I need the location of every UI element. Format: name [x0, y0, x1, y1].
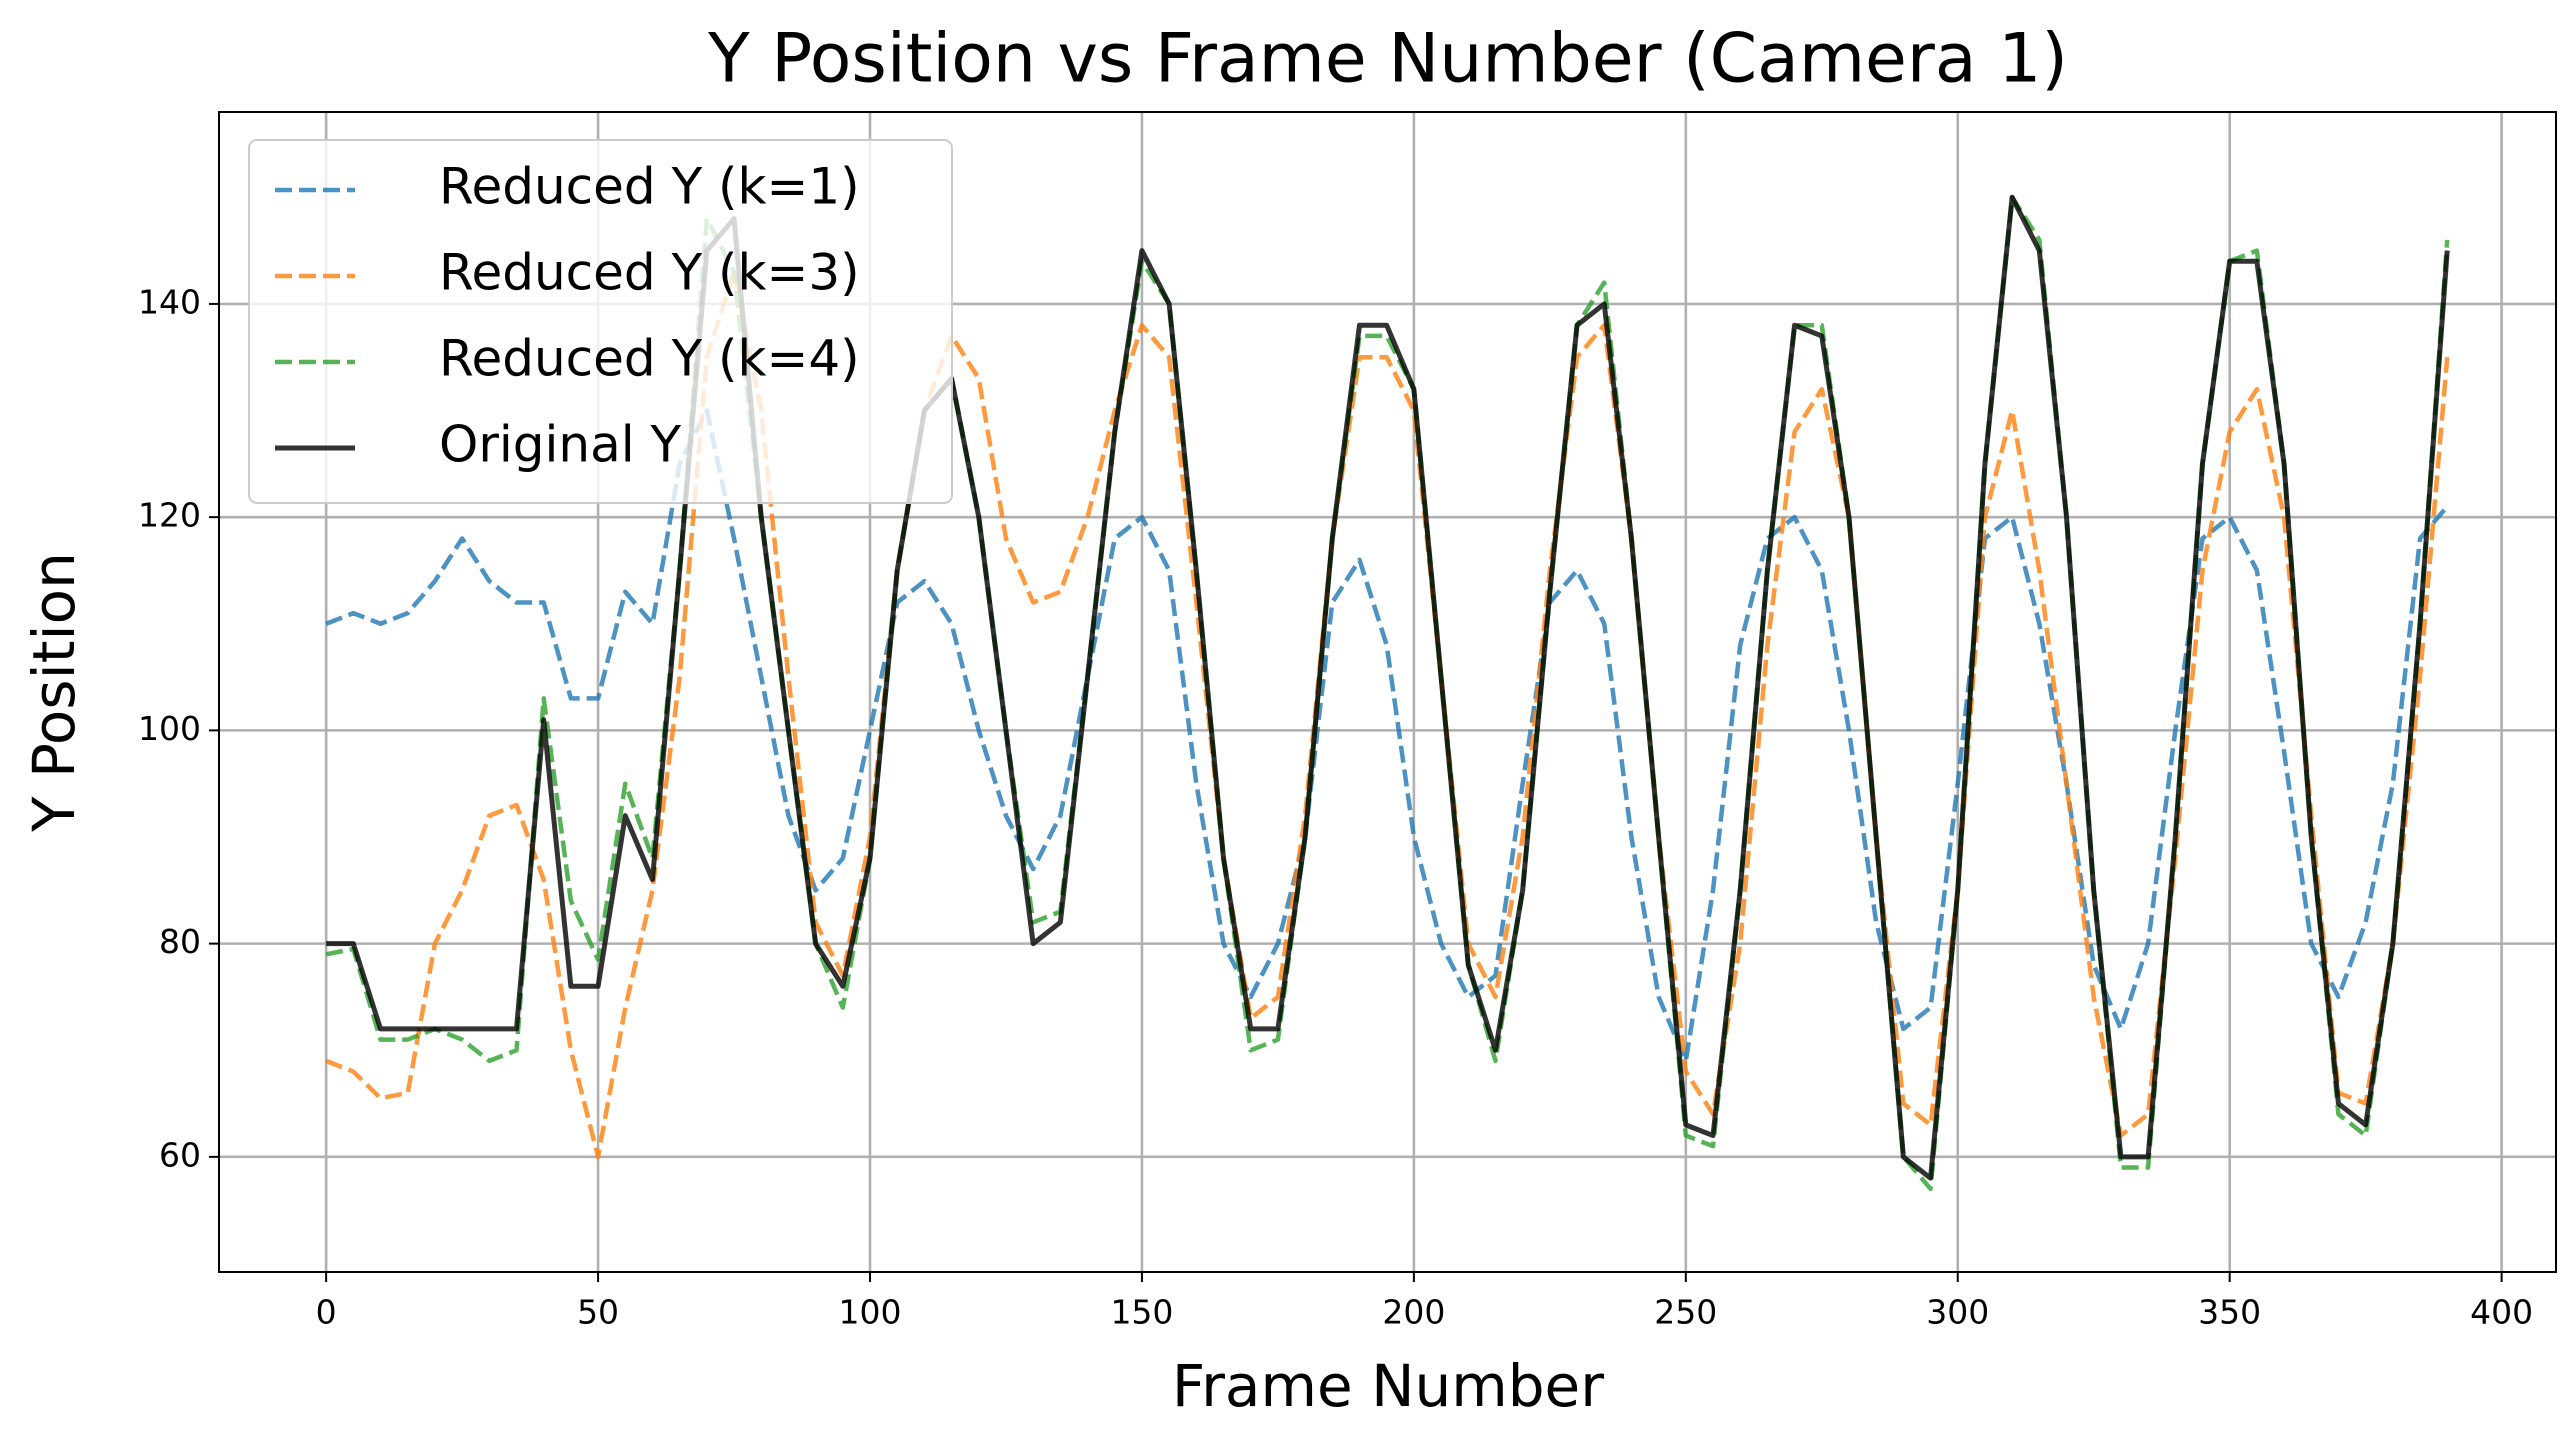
plot-frame [218, 111, 2557, 1273]
y-tick-label: 80 [159, 922, 201, 961]
y-tick-label: 60 [159, 1135, 201, 1174]
x-tick-label: 400 [2470, 1293, 2533, 1332]
x-tick-label: 100 [839, 1293, 902, 1332]
data-line [326, 194, 2450, 1181]
x-tick-label: 150 [1110, 1293, 1173, 1332]
x-axis-label: Frame Number [1172, 1352, 1604, 1420]
legend-label: Original Y [439, 416, 682, 474]
legend-label: Reduced Y (k=3) [439, 244, 860, 302]
y-tick-label: 140 [138, 282, 201, 321]
legend-box [248, 139, 953, 504]
x-tick-label: 300 [1926, 1293, 1989, 1332]
legend-label: Reduced Y (k=1) [439, 158, 860, 216]
legend-label: Reduced Y (k=4) [439, 330, 860, 388]
x-tick-label: 350 [2198, 1293, 2261, 1332]
y-tick-label: 100 [138, 709, 201, 748]
y-tick-label: 120 [138, 496, 201, 535]
chart-title: Y Position vs Frame Number (Camera 1) [707, 20, 2068, 99]
data-line [325, 269, 2450, 1160]
data-line [325, 408, 2449, 1064]
x-tick-label: 50 [577, 1293, 619, 1332]
legend: Reduced Y (k=1) Reduced Y (k=3) Reduced Y … [248, 139, 953, 504]
y-axis-label: Y Position [20, 552, 88, 833]
x-tick-label: 200 [1382, 1293, 1445, 1332]
x-tick-label: 250 [1654, 1293, 1717, 1332]
x-tick-label: 0 [316, 1293, 337, 1332]
